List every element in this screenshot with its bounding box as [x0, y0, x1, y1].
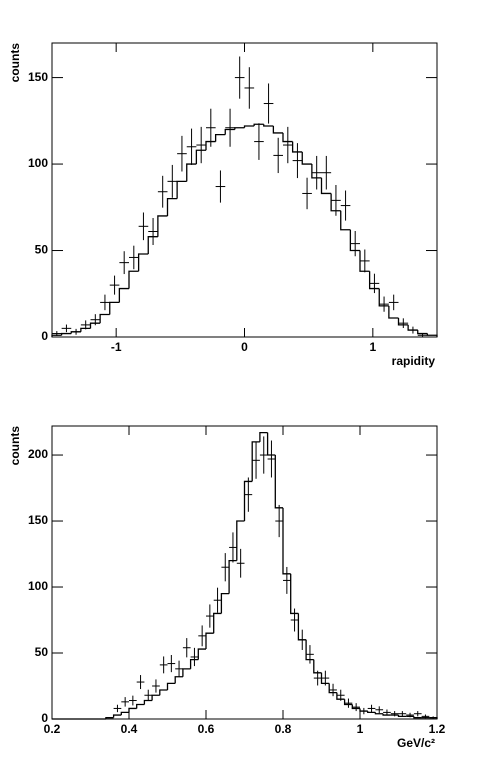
x-axis-label: GeV/c² — [397, 736, 435, 750]
histogram-step — [166, 682, 176, 690]
y-tick-label: 0 — [41, 329, 48, 343]
histogram-step — [305, 639, 314, 661]
x-tick-label: -1 — [111, 340, 122, 354]
x-tick-label: 0.4 — [121, 722, 138, 736]
histogram-step — [263, 124, 274, 127]
y-tick-label: 200 — [28, 447, 48, 461]
histogram-step — [340, 210, 351, 231]
histogram-step — [343, 699, 353, 706]
y-axis-label: counts — [8, 426, 22, 466]
histogram-step — [330, 193, 341, 212]
x-tick-label: 0.6 — [198, 722, 215, 736]
histogram-step — [214, 134, 226, 142]
y-axis-label: counts — [8, 43, 22, 83]
histogram-step — [128, 270, 139, 289]
histogram-step — [311, 164, 322, 179]
histogram-step — [205, 632, 214, 650]
histogram-step — [426, 333, 438, 337]
histogram-step — [80, 327, 91, 332]
histogram-step — [143, 699, 153, 705]
histogram-step — [282, 132, 293, 143]
histogram-step — [272, 126, 283, 134]
histogram-step — [197, 648, 206, 660]
x-tick-label: 1 — [369, 340, 376, 354]
histogram-step — [349, 229, 360, 252]
histogram-step — [243, 480, 253, 522]
histogram-step — [378, 288, 389, 307]
histogram-step — [112, 714, 122, 718]
histogram-step — [109, 301, 120, 315]
y-tick-label: 0 — [41, 711, 48, 725]
x-tick-label: 1.2 — [429, 722, 446, 736]
histogram-step — [205, 140, 216, 151]
histogram-step — [166, 197, 178, 216]
histogram-step — [290, 573, 299, 615]
histogram-step — [234, 127, 245, 130]
histogram-step — [320, 672, 330, 685]
histogram-step — [313, 659, 322, 674]
histogram-step — [120, 711, 129, 716]
histogram-step — [220, 592, 230, 614]
histogram-step — [89, 322, 101, 329]
histogram-step — [174, 676, 183, 684]
y-tick-label: 100 — [28, 579, 48, 593]
y-tick-label: 50 — [35, 243, 49, 257]
histogram-step — [368, 271, 380, 290]
histogram-step — [397, 715, 407, 718]
histogram-step — [243, 125, 255, 128]
histogram-step — [328, 683, 337, 694]
histogram-step — [182, 668, 191, 677]
histogram-step — [136, 703, 145, 709]
histogram-step — [251, 441, 260, 482]
histogram-step — [151, 694, 160, 701]
histogram-step — [195, 149, 206, 165]
histogram-step — [118, 287, 129, 303]
histogram-step — [382, 713, 391, 716]
histogram-step — [228, 559, 237, 594]
histogram-step — [359, 250, 370, 272]
histogram-step — [157, 215, 168, 237]
x-axis-label: rapidity — [392, 354, 436, 368]
histogram-step — [274, 455, 283, 509]
histogram-step — [301, 151, 312, 165]
x-tick-label: 0.8 — [275, 722, 292, 736]
histogram-step — [374, 712, 384, 715]
histogram-step — [397, 317, 409, 326]
histogram-step — [137, 253, 149, 272]
histogram-step — [159, 689, 168, 696]
histogram-step — [224, 128, 235, 135]
histogram-step — [253, 123, 264, 127]
histogram-step — [189, 658, 199, 669]
frame — [51, 425, 438, 720]
x-tick-label: 1 — [357, 722, 364, 736]
histogram-step — [417, 330, 428, 335]
y-tick-label: 100 — [28, 156, 48, 170]
y-tick-label: 150 — [28, 70, 48, 84]
histogram-step — [259, 431, 268, 442]
histogram-step — [213, 612, 222, 634]
histogram-step — [186, 163, 197, 182]
histogram-step — [60, 332, 72, 336]
x-tick-label: 0.2 — [44, 722, 61, 736]
histogram-step — [147, 236, 158, 254]
histogram-step — [282, 507, 291, 575]
histogram-step — [351, 704, 360, 710]
histogram-step — [176, 180, 187, 199]
histogram-step — [413, 716, 422, 719]
histogram-step — [128, 707, 137, 713]
y-tick-label: 150 — [28, 513, 48, 527]
histogram-step — [51, 334, 62, 337]
histogram-step — [388, 305, 399, 319]
histogram-step — [99, 313, 110, 324]
y-tick-label: 50 — [35, 645, 49, 659]
x-tick-label: 0 — [241, 340, 248, 354]
histogram-step — [320, 177, 332, 195]
